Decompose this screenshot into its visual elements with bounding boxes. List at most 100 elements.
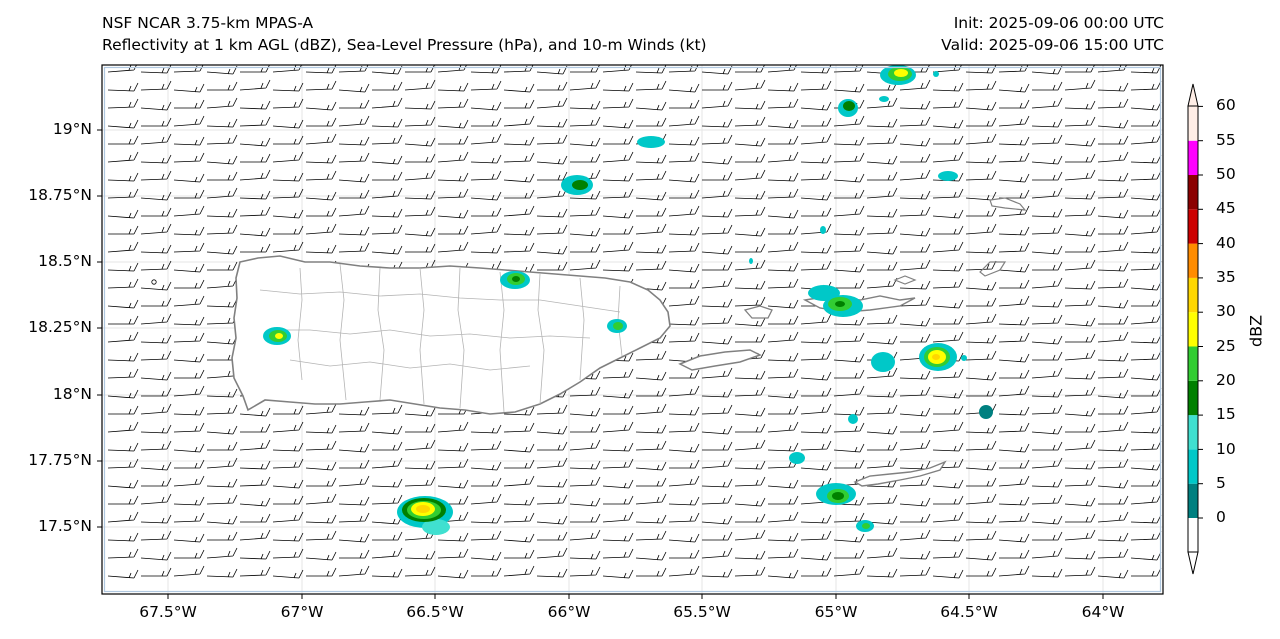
wind-barb [107, 151, 139, 163]
wind-barb [140, 334, 172, 344]
wind-barb [140, 371, 172, 381]
wind-barb [140, 350, 172, 361]
wind-barb [206, 134, 238, 145]
wind-barb [470, 514, 502, 524]
wind-barb [899, 460, 931, 470]
wind-barb [536, 425, 568, 435]
map-inner-frame [103, 66, 1162, 593]
wind-barb [405, 153, 436, 163]
wind-barb [701, 494, 733, 505]
wind-barb [107, 241, 139, 253]
map-frame [101, 64, 1164, 595]
wind-barb [305, 170, 337, 181]
wind-barb [800, 530, 832, 541]
wind-barb [801, 207, 832, 217]
wind-barb [1064, 407, 1096, 417]
wind-barb [767, 532, 799, 542]
wind-barb [173, 565, 205, 577]
wind-barb [668, 443, 700, 453]
wind-barb [404, 550, 436, 560]
wind-barb [569, 190, 601, 200]
calm-wind-marker [151, 279, 157, 285]
wind-barb [1097, 188, 1129, 199]
wind-barb [998, 316, 1030, 326]
wind-barb [338, 205, 370, 217]
colorbar-min-extension [1187, 551, 1199, 575]
wind-barb [174, 369, 205, 379]
wind-barb [536, 568, 568, 578]
wind-barb [668, 332, 700, 343]
wind-barb [536, 118, 568, 128]
wind-barb [173, 263, 205, 273]
wind-barb [272, 442, 304, 452]
wind-barb [140, 244, 172, 254]
wind-barb [932, 331, 964, 343]
wind-barb [998, 512, 1030, 523]
wind-barb [1064, 439, 1096, 451]
wind-barb [635, 223, 667, 235]
wind-barb [965, 80, 997, 91]
wind-barb [734, 206, 766, 217]
wind-barb [833, 332, 865, 343]
wind-barb [800, 514, 832, 524]
cbar-label-20: 20 [1216, 371, 1236, 389]
wind-barb [932, 151, 964, 163]
wind-barb [536, 404, 568, 415]
wind-barb [107, 82, 139, 92]
wind-barb [734, 439, 766, 451]
wind-barb [305, 154, 337, 164]
wind-barb [602, 262, 634, 272]
cbar-label-45: 45 [1216, 199, 1236, 217]
wind-barb [1032, 261, 1063, 271]
wind-barb [734, 280, 766, 290]
wind-barb [1064, 169, 1096, 181]
wind-barb [537, 81, 568, 91]
wind-barb [338, 565, 370, 577]
wind-barb [635, 154, 667, 164]
wind-barb [635, 493, 667, 505]
wind-barb [239, 439, 271, 451]
wind-barb [107, 421, 139, 433]
wind-barb [372, 81, 403, 91]
wind-barb [866, 224, 898, 235]
wind-barb [173, 443, 205, 453]
wind-barb [1097, 209, 1129, 219]
wind-barb [602, 368, 634, 379]
wind-barb [338, 83, 370, 93]
wind-barb [900, 513, 931, 523]
wind-barb [371, 187, 403, 199]
cbar-label-60: 60 [1216, 96, 1236, 114]
wind-barb [1031, 494, 1063, 505]
wind-barb [998, 422, 1030, 433]
wind-barb [801, 117, 832, 127]
wind-barb [998, 136, 1030, 146]
wind-barb [866, 568, 898, 578]
wind-barb [404, 407, 436, 417]
wind-barb [833, 152, 865, 163]
wind-barb [437, 548, 469, 559]
wind-barb [1031, 388, 1063, 398]
wind-barb [669, 459, 700, 469]
wind-barb [1064, 386, 1096, 397]
wind-barb [305, 191, 337, 201]
wind-barb [702, 261, 733, 271]
wind-barb [735, 243, 766, 253]
wind-barb [239, 79, 271, 91]
wind-barb [668, 173, 700, 183]
wind-barb [866, 245, 898, 255]
wind-barb [140, 170, 172, 181]
wind-barb [107, 479, 139, 489]
wind-barb [767, 151, 799, 163]
wind-barb [372, 441, 403, 451]
wind-barb [833, 205, 865, 217]
wind-barb [338, 406, 370, 416]
fields-title: Reflectivity at 1 km AGL (dBZ), Sea-Leve… [102, 36, 707, 54]
wind-barb [701, 155, 733, 165]
wind-barb [999, 369, 1030, 379]
wind-barb [239, 190, 271, 200]
wind-barb [1064, 100, 1096, 110]
wind-barb [206, 388, 238, 398]
wind-barb [1064, 190, 1096, 200]
wind-barb [635, 191, 667, 201]
wind-barb [1064, 460, 1096, 470]
